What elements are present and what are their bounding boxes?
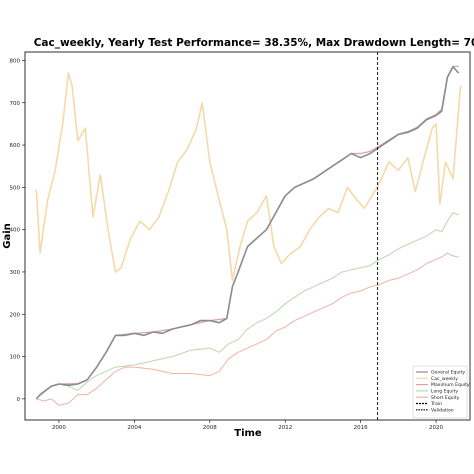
legend-label-maximum-equity: Maximum Equity [431,382,470,388]
y-axis: 0 100 200 300 400 500 600 700 800 [10,58,25,403]
series-line-general-equity [35,66,460,400]
legend-label-general-equity: General Equity [431,370,465,376]
x-axis: 2000 2004 2008 2012 2016 2020 [52,420,444,431]
series-line-short-equity [36,252,459,406]
x-tick-label: 2004 [127,425,141,431]
y-tick-label: 500 [10,185,21,191]
series-layer [35,65,462,406]
y-tick-label: 400 [10,228,21,234]
legend-label-validation: Validation [431,407,454,413]
y-tick-label: 300 [10,270,21,276]
legend-label-short-equity: Short Equity [431,395,460,401]
chart-title: Cac_weekly, Yearly Test Performance= 38.… [34,37,474,49]
y-tick-label: 600 [10,143,21,149]
x-tick-label: 2000 [52,425,66,431]
y-tick-label: 700 [10,101,21,107]
x-tick-label: 2020 [429,425,443,431]
series-line-long-equity [35,212,459,400]
y-tick-label: 100 [10,355,21,361]
y-tick-label: 200 [10,312,21,318]
series-line-cac-weekly [35,72,462,282]
legend-label-train: Train [430,401,442,407]
x-tick-label: 2012 [278,425,292,431]
y-tick-label: 0 [17,397,21,403]
x-tick-label: 2008 [203,425,217,431]
x-axis-title: Time [234,428,262,439]
y-axis-title: Gain [2,223,13,249]
series-line-maximum-equity [35,65,459,400]
legend-label-long-equity: Long Equity [431,389,458,395]
y-tick-label: 800 [10,58,21,64]
x-tick-label: 2016 [354,425,368,431]
plot-frame [24,51,471,421]
legend-label-cac-weekly: Cac_weekly [431,376,458,382]
